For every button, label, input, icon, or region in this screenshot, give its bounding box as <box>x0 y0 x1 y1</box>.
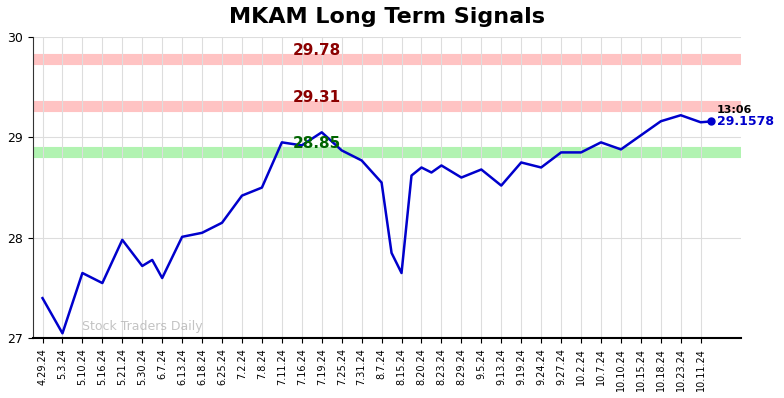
Text: 13:06: 13:06 <box>717 105 752 115</box>
Text: Stock Traders Daily: Stock Traders Daily <box>82 320 203 333</box>
Title: MKAM Long Term Signals: MKAM Long Term Signals <box>229 7 545 27</box>
Text: 29.31: 29.31 <box>292 90 341 105</box>
Text: 28.85: 28.85 <box>292 137 341 151</box>
Text: 29.1578: 29.1578 <box>717 115 774 129</box>
Text: 29.78: 29.78 <box>292 43 341 58</box>
